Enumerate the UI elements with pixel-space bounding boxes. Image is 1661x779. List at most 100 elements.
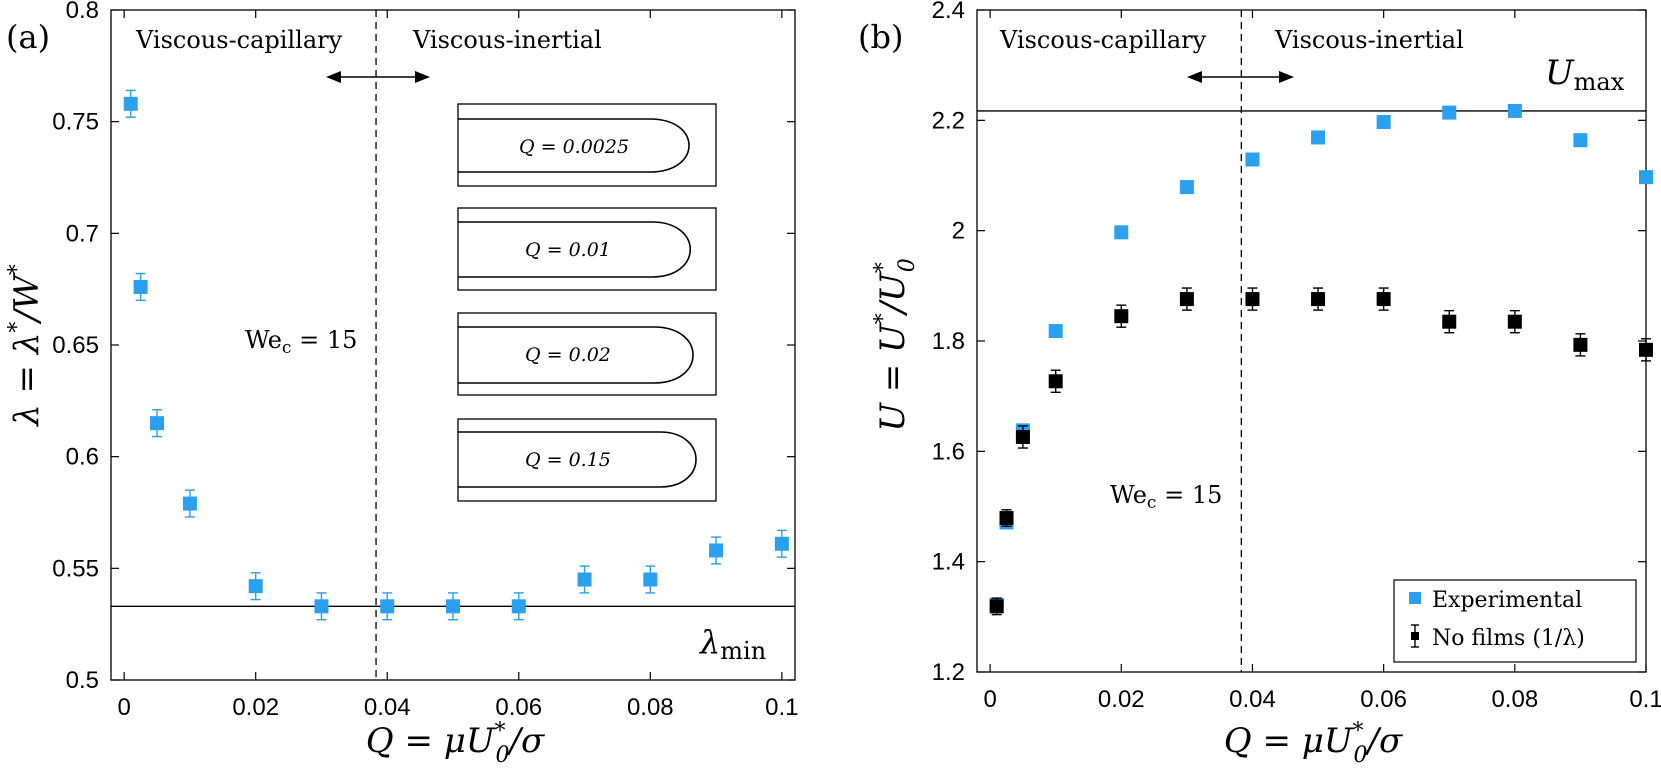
y-tick-label: 0.75 xyxy=(52,109,99,136)
panel-b-label: (b) xyxy=(858,18,903,56)
data-point-experimental xyxy=(1048,324,1063,339)
panel-a-x-ticks: 0 0.02 0.04 0.06 0.08 0.1 xyxy=(117,10,799,721)
data-point-experimental xyxy=(133,279,148,294)
data-point-experimental xyxy=(314,599,329,614)
panel-a-inset-1: Q = 0.0025 xyxy=(457,103,717,187)
y-tick-label: 1.4 xyxy=(932,549,965,576)
panel-a-points xyxy=(123,89,789,621)
x-tick-label: 0.04 xyxy=(364,694,411,721)
data-point-experimental xyxy=(1114,225,1129,240)
panel-b-x-ticks: 0 0.02 0.04 0.06 0.08 0.1 xyxy=(983,10,1661,713)
data-point-experimental xyxy=(643,572,658,587)
panel-b: (b) 0 0.02 0.04 0.06 0.08 0.1 1.2 1.4 1.6 1.8 2 2.… xyxy=(858,0,1661,768)
data-point-experimental xyxy=(577,572,592,587)
y-tick-label: 0.65 xyxy=(52,332,99,359)
legend-label-no-films: No films (1/λ) xyxy=(1432,626,1585,651)
panel-a-min-label: λmin xyxy=(698,623,766,665)
panel-a-inset-2-label: Q = 0.01 xyxy=(525,239,611,261)
panel-b-y-ticks: 1.2 1.4 1.6 1.8 2 2.2 2.4 xyxy=(932,0,1646,686)
panel-a-y-axis-label: λ = λ*/W* xyxy=(5,264,47,428)
data-point-no-films xyxy=(1048,374,1063,389)
panel-b-x-axis-label: Q = μU* 0/σ xyxy=(1224,719,1403,768)
panel-b-transition-arrow xyxy=(1187,71,1294,83)
data-point-experimental xyxy=(446,599,460,614)
panel-a-inset-2: Q = 0.01 xyxy=(457,207,717,291)
panel-a-region-left-label: Viscous-capillary xyxy=(135,26,343,54)
x-tick-label: 0.1 xyxy=(765,694,798,721)
x-tick-label: 0.06 xyxy=(495,694,542,721)
legend-label-experimental: Experimental xyxy=(1432,588,1582,613)
y-tick-label: 2.4 xyxy=(932,0,965,24)
panel-a-inset-3: Q = 0.02 xyxy=(457,312,717,396)
panel-b-points xyxy=(989,103,1653,616)
panel-b-max-label: Umax xyxy=(1545,53,1625,96)
x-tick-label: 0.08 xyxy=(627,694,674,721)
x-tick-label: 0 xyxy=(117,694,130,721)
panel-b-region-left-label: Viscous-capillary xyxy=(999,26,1207,54)
legend-marker-experimental xyxy=(1409,592,1421,604)
x-tick-label: 0.1 xyxy=(1629,686,1661,713)
legend-marker-no-films xyxy=(1411,624,1419,648)
data-point-experimental xyxy=(1573,133,1588,148)
x-tick-label: 0.08 xyxy=(1491,686,1538,713)
panel-a: (a) 0 0.02 0.04 0.06 0.08 0.1 0.50.550.60.650… xyxy=(5,0,799,768)
data-point-experimental xyxy=(511,599,526,614)
data-point-experimental xyxy=(1442,105,1457,120)
data-point-no-films xyxy=(1114,309,1129,324)
x-tick-label: 0.02 xyxy=(1098,686,1145,713)
data-point-no-films xyxy=(999,511,1014,526)
data-point-experimental xyxy=(709,543,724,558)
data-point-no-films xyxy=(1245,292,1260,307)
x-tick-label: 0.02 xyxy=(232,694,279,721)
x-tick-label: 0.06 xyxy=(1360,686,1407,713)
data-point-experimental xyxy=(1245,152,1260,167)
data-point-experimental xyxy=(248,579,263,594)
data-point-no-films xyxy=(1507,314,1522,329)
panel-a-transition-arrow xyxy=(326,71,430,83)
data-point-experimental xyxy=(774,536,789,551)
y-tick-label: 0.55 xyxy=(52,555,99,582)
data-point-no-films xyxy=(1376,292,1391,307)
data-point-experimental xyxy=(150,416,165,431)
data-point-no-films xyxy=(1179,292,1194,307)
y-tick-label: 2 xyxy=(952,218,965,245)
data-point-experimental xyxy=(1179,180,1194,195)
y-tick-label: 1.2 xyxy=(932,659,965,686)
panel-a-region-right-label: Viscous-inertial xyxy=(412,26,602,54)
x-tick-label: 0.04 xyxy=(1229,686,1276,713)
y-tick-label: 1.6 xyxy=(932,438,965,465)
y-tick-label: 0.5 xyxy=(66,667,99,694)
data-point-experimental xyxy=(182,496,197,511)
panel-b-y-axis-label: U = U*/U*0 xyxy=(871,258,920,432)
legend-box xyxy=(1393,579,1637,663)
panel-a-label: (a) xyxy=(6,18,50,56)
y-tick-label: 1.8 xyxy=(932,328,965,355)
panel-a-inset-4-label: Q = 0.15 xyxy=(525,449,611,471)
data-point-no-films xyxy=(1639,342,1653,357)
x-tick-label: 0 xyxy=(983,686,996,713)
y-tick-label: 0.7 xyxy=(66,220,99,247)
data-point-experimental xyxy=(1639,170,1653,185)
panel-a-critical-label: Wec = 15 xyxy=(245,326,357,358)
panel-a-inset-3-label: Q = 0.02 xyxy=(525,344,611,366)
data-point-no-films xyxy=(1015,429,1030,444)
data-point-experimental xyxy=(123,96,138,111)
data-point-experimental xyxy=(380,599,395,614)
y-tick-label: 2.2 xyxy=(932,107,965,134)
panel-a-x-axis-label: Q = μU* 0/σ xyxy=(366,719,545,768)
data-point-no-films xyxy=(1311,292,1326,307)
data-point-no-films xyxy=(1442,314,1457,329)
panel-a-inset-4: Q = 0.15 xyxy=(457,418,717,502)
data-point-no-films xyxy=(1573,337,1588,352)
panel-b-legend: Experimental No films (1/λ) xyxy=(1393,579,1637,663)
data-point-no-films xyxy=(989,599,1004,614)
data-point-experimental xyxy=(1507,103,1522,118)
panel-b-critical-label: Wec = 15 xyxy=(1110,481,1222,513)
panel-b-axes-box xyxy=(976,9,1647,673)
panel-a-y-ticks: 0.5 0.55 0.6 0.65 0.7 0.75 0.8 xyxy=(52,0,795,694)
y-tick-label: 0.8 xyxy=(66,0,99,24)
y-tick-label: 0.6 xyxy=(66,444,99,471)
panel-b-region-right-label: Viscous-inertial xyxy=(1274,26,1464,54)
data-point-experimental xyxy=(1376,114,1391,129)
